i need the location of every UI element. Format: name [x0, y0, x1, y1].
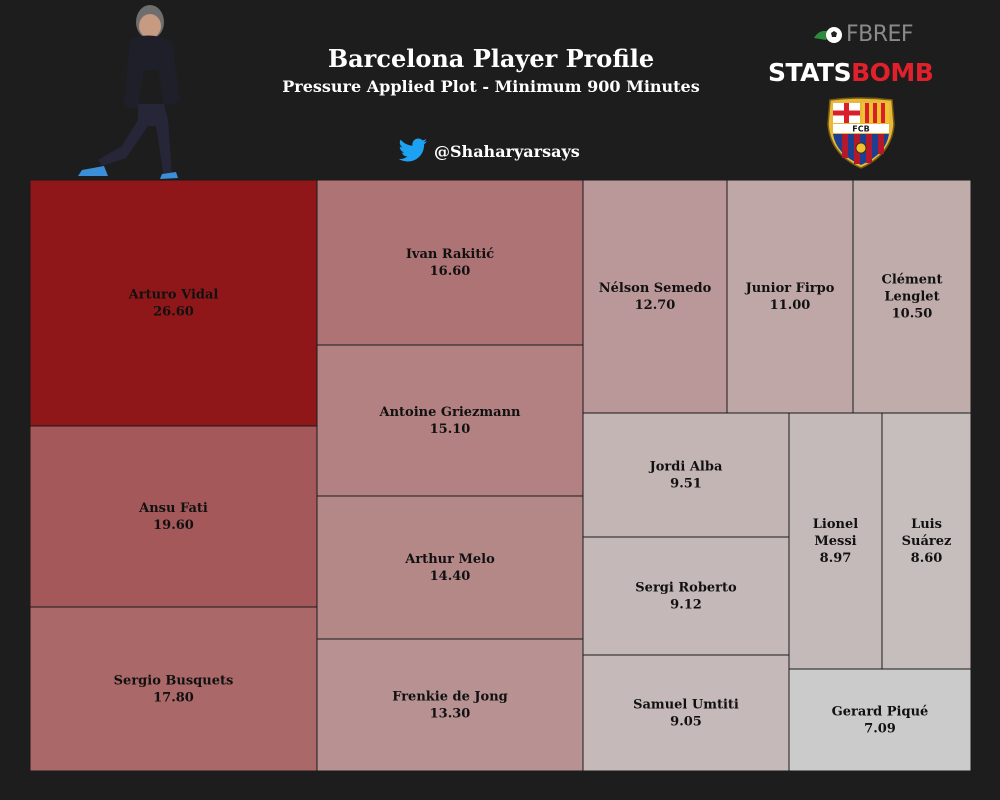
treemap-cell-sergio-busquets: Sergio Busquets 17.80: [29, 606, 318, 772]
treemap-rect: [726, 179, 854, 414]
treemap-rect: [582, 654, 790, 772]
treemap-rect: [852, 179, 972, 414]
cell-label: Arturo Vidal: [128, 288, 219, 303]
cell-label: Ivan Rakitić: [406, 247, 494, 262]
cell-value: 10.50: [892, 307, 933, 322]
treemap-cell-arthur-melo: Arthur Melo 14.40: [316, 495, 584, 640]
cell-label: Jordi Alba: [649, 460, 723, 475]
cell-label: Ansu Fati: [138, 501, 208, 516]
treemap-cell-sergi-roberto: Sergi Roberto 9.12: [582, 536, 790, 656]
cell-label: Luis Suárez: [902, 517, 952, 549]
cell-label: Gerard Piqué: [832, 705, 929, 720]
treemap-cell-antoine-griezmann: Antoine Griezmann 15.10: [316, 344, 584, 497]
treemap-cell-luis-suarez: Luis Suárez 8.60: [881, 412, 972, 670]
cell-value: 26.60: [153, 305, 194, 320]
fbref-wordmark: FBREF: [846, 22, 914, 47]
cell-value: 14.40: [430, 569, 471, 584]
crest-text: FCB: [852, 125, 869, 134]
header: Barcelona Player Profile Pressure Applie…: [0, 0, 1000, 180]
cell-value: 7.09: [864, 722, 896, 737]
treemap-rect: [29, 606, 318, 772]
statsbomb-logo: STATS BOMB: [768, 58, 934, 87]
cell-label: Junior Firpo: [745, 281, 835, 296]
treemap-rect: [582, 179, 728, 414]
treemap-cell-nelson-semedo: Nélson Semedo 12.70: [582, 179, 728, 414]
treemap-cell-jordi-alba: Jordi Alba 9.51: [582, 412, 790, 538]
treemap-rect: [788, 668, 972, 772]
treemap-rect: [881, 412, 972, 670]
soccer-ball-icon: [814, 26, 842, 43]
chart-subtitle: Pressure Applied Plot - Minimum 900 Minu…: [282, 77, 700, 96]
cell-value: 17.80: [153, 691, 194, 706]
fc-barcelona-crest-icon: FCB: [827, 97, 895, 169]
cell-label: Frenkie de Jong: [392, 690, 508, 705]
statsbomb-stats-text: STATS: [768, 58, 852, 87]
treemap-cell-junior-firpo: Junior Firpo 11.00: [726, 179, 854, 414]
cell-value: 19.60: [153, 518, 194, 533]
cell-label: Sergio Busquets: [114, 674, 234, 689]
treemap-rect: [29, 179, 318, 427]
cell-value: 16.60: [430, 264, 471, 279]
treemap-cell-frenkie-de-jong: Frenkie de Jong 13.30: [316, 638, 584, 772]
treemap-rect: [29, 425, 318, 608]
twitter-credit[interactable]: @Shaharyarsays: [398, 137, 580, 165]
treemap-cell-lionel-messi: Lionel Messi 8.97: [788, 412, 883, 670]
cell-label: Nélson Semedo: [599, 281, 712, 296]
treemap-rect: [582, 536, 790, 656]
treemap-cell-clement-lenglet: Clément Lenglet 10.50: [852, 179, 972, 414]
cell-value: 8.60: [911, 551, 943, 566]
statsbomb-bomb-text: BOMB: [851, 58, 934, 87]
chart-title: Barcelona Player Profile: [327, 44, 655, 73]
cell-value: 9.05: [670, 715, 702, 730]
cell-value: 12.70: [635, 298, 676, 313]
treemap-cell-gerard-pique: Gerard Piqué 7.09: [788, 668, 972, 772]
cell-value: 8.97: [820, 551, 852, 566]
treemap-cell-ivan-rakitic: Ivan Rakitić 16.60: [316, 179, 584, 346]
cell-value: 15.10: [430, 422, 471, 437]
cell-label: Lionel Messi: [813, 517, 858, 549]
treemap-rect: [316, 638, 584, 772]
treemap-cell-arturo-vidal: Arturo Vidal 26.60: [29, 179, 318, 427]
fbref-logo: FBREF: [812, 22, 914, 47]
cell-label: Clément Lenglet: [881, 273, 942, 305]
treemap-rect: [316, 495, 584, 640]
cell-value: 13.30: [430, 707, 471, 722]
cell-label: Antoine Griezmann: [378, 405, 521, 420]
cell-label: Samuel Umtiti: [633, 698, 739, 713]
cell-label: Sergi Roberto: [635, 581, 737, 596]
treemap-rect: [788, 412, 883, 670]
twitter-handle: @Shaharyarsays: [434, 141, 580, 161]
cell-label: Arthur Melo: [404, 552, 495, 567]
treemap-cell-samuel-umtiti: Samuel Umtiti 9.05: [582, 654, 790, 772]
treemap-rect: [582, 412, 790, 538]
treemap-cell-ansu-fati: Ansu Fati 19.60: [29, 425, 318, 608]
cell-value: 9.12: [670, 598, 702, 613]
cell-value: 9.51: [670, 477, 702, 492]
cell-value: 11.00: [770, 298, 811, 313]
treemap-rect: [316, 344, 584, 497]
coach-photo: [78, 5, 180, 179]
twitter-bird-icon: [398, 138, 427, 162]
treemap-rect: [316, 179, 584, 346]
